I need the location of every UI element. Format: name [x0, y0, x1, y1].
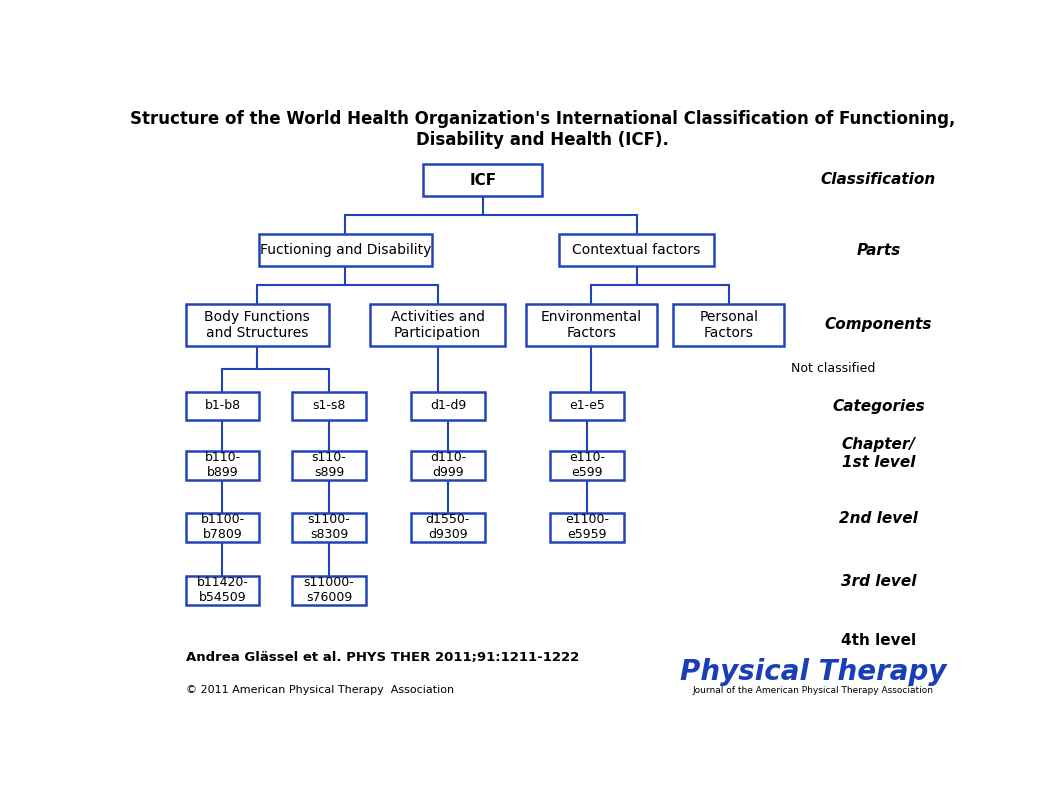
- FancyBboxPatch shape: [559, 235, 714, 266]
- FancyBboxPatch shape: [185, 450, 259, 480]
- FancyBboxPatch shape: [185, 304, 329, 346]
- FancyBboxPatch shape: [411, 450, 485, 480]
- FancyBboxPatch shape: [411, 513, 485, 542]
- Text: s110-
s899: s110- s899: [312, 451, 346, 479]
- Text: b110-
b899: b110- b899: [204, 451, 240, 479]
- Text: s1-s8: s1-s8: [312, 400, 346, 412]
- FancyBboxPatch shape: [411, 392, 485, 420]
- Text: Components: Components: [824, 317, 932, 332]
- FancyBboxPatch shape: [674, 304, 784, 346]
- Text: Andrea Glässel et al. PHYS THER 2011;91:1211-1222: Andrea Glässel et al. PHYS THER 2011;91:…: [185, 651, 579, 665]
- FancyBboxPatch shape: [185, 513, 259, 542]
- Text: ICF: ICF: [469, 173, 496, 187]
- Text: Parts: Parts: [856, 243, 900, 258]
- Text: Categories: Categories: [832, 399, 925, 414]
- Text: d110-
d999: d110- d999: [430, 451, 467, 479]
- Text: Physical Therapy: Physical Therapy: [679, 658, 946, 686]
- Text: Journal of the American Physical Therapy Association: Journal of the American Physical Therapy…: [692, 686, 933, 695]
- FancyBboxPatch shape: [185, 392, 259, 420]
- Text: e1100-
e5959: e1100- e5959: [565, 514, 609, 542]
- Text: s1100-
s8309: s1100- s8309: [308, 514, 350, 542]
- Text: Structure of the World Health Organization's International Classification of Fun: Structure of the World Health Organizati…: [129, 110, 955, 149]
- FancyBboxPatch shape: [423, 164, 543, 196]
- FancyBboxPatch shape: [526, 304, 657, 346]
- Text: Fuctioning and Disability: Fuctioning and Disability: [260, 243, 431, 257]
- Text: 3rd level: 3rd level: [841, 573, 916, 588]
- Text: Activities and
Participation: Activities and Participation: [390, 309, 485, 340]
- Text: b11420-
b54509: b11420- b54509: [197, 577, 249, 604]
- Text: © 2011 American Physical Therapy  Association: © 2011 American Physical Therapy Associa…: [185, 685, 454, 695]
- Text: Environmental
Factors: Environmental Factors: [541, 309, 642, 340]
- Text: 2nd level: 2nd level: [839, 511, 918, 527]
- FancyBboxPatch shape: [259, 235, 432, 266]
- Text: Body Functions
and Structures: Body Functions and Structures: [204, 309, 310, 340]
- Text: e1-e5: e1-e5: [569, 400, 605, 412]
- FancyBboxPatch shape: [292, 576, 366, 605]
- Text: Chapter/
1st level: Chapter/ 1st level: [841, 438, 915, 469]
- FancyBboxPatch shape: [550, 392, 624, 420]
- FancyBboxPatch shape: [550, 513, 624, 542]
- Text: b1100-
b7809: b1100- b7809: [200, 514, 244, 542]
- FancyBboxPatch shape: [370, 304, 506, 346]
- Text: Classification: Classification: [821, 172, 936, 187]
- Text: Contextual factors: Contextual factors: [572, 243, 700, 257]
- FancyBboxPatch shape: [292, 450, 366, 480]
- Text: e110-
e599: e110- e599: [569, 451, 605, 479]
- FancyBboxPatch shape: [292, 392, 366, 420]
- FancyBboxPatch shape: [550, 450, 624, 480]
- Text: 4th level: 4th level: [841, 633, 916, 648]
- Text: d1-d9: d1-d9: [430, 400, 467, 412]
- FancyBboxPatch shape: [185, 576, 259, 605]
- Text: s11000-
s76009: s11000- s76009: [304, 577, 354, 604]
- Text: Personal
Factors: Personal Factors: [699, 309, 759, 340]
- Text: b1-b8: b1-b8: [204, 400, 240, 412]
- FancyBboxPatch shape: [292, 513, 366, 542]
- Text: Not classified: Not classified: [791, 362, 875, 374]
- Text: d1550-
d9309: d1550- d9309: [425, 514, 470, 542]
